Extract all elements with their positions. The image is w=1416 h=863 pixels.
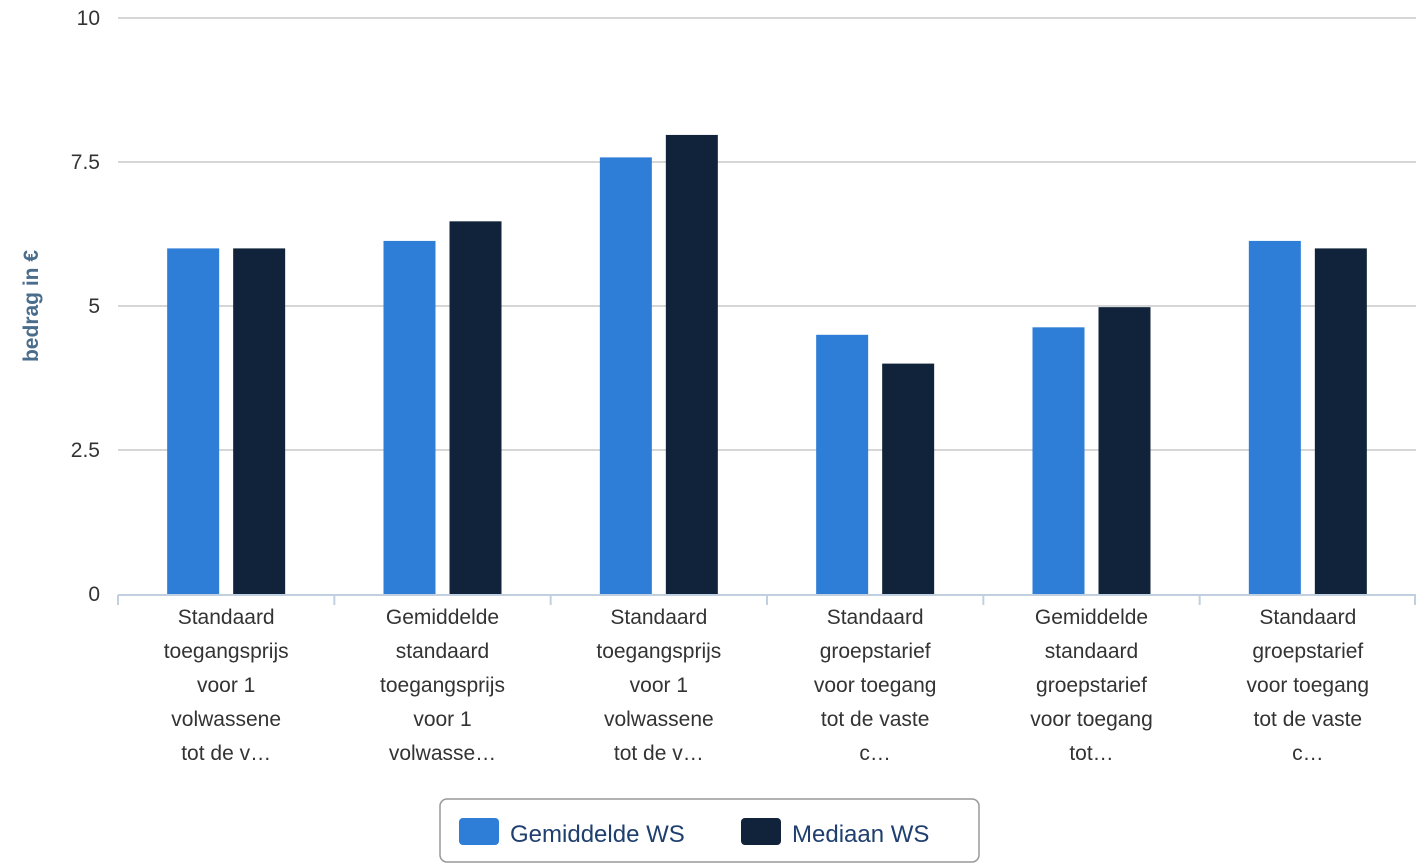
legend-label-gemiddelde[interactable]: Gemiddelde WS (510, 821, 685, 848)
y-tick-label: 10 (77, 7, 100, 30)
legend-swatch-gemiddelde[interactable] (459, 818, 499, 845)
legend: Gemiddelde WS Mediaan WS (439, 798, 980, 863)
bar-mediaan-1[interactable] (233, 248, 286, 594)
bar-gemiddelde-2[interactable] (383, 240, 436, 595)
bar-mediaan-3[interactable] (665, 134, 718, 595)
bar-gemiddelde-6[interactable] (1248, 240, 1301, 595)
legend-swatch-mediaan[interactable] (741, 818, 781, 845)
bar-gemiddelde-5[interactable] (1032, 327, 1085, 594)
x-category-label: Gemiddelde standaard groepstarief voor toeg… (1030, 606, 1153, 765)
y-tick-label: 5 (88, 295, 100, 318)
x-category-label: Standaard toegangsprijs voor 1 volwassene to… (164, 606, 289, 765)
bar-mediaan-5[interactable] (1098, 307, 1151, 594)
y-tick-label: 0 (88, 583, 100, 606)
legend-box (439, 798, 980, 863)
y-tick-label: 7.5 (71, 151, 100, 174)
y-axis-ticks: 0 2.5 5 7.5 10 (71, 7, 100, 606)
gridlines (118, 17, 1416, 451)
y-tick-label: 2.5 (71, 439, 100, 462)
x-category-label: Standaard groepstarief voor toegang tot de … (814, 606, 937, 765)
x-category-label: Standaard toegangsprijs voor 1 volwassene to… (596, 606, 721, 765)
bars (167, 134, 1367, 595)
bar-gemiddelde-3[interactable] (599, 157, 652, 594)
x-category-label: Standaard groepstarief voor toegang tot de … (1247, 606, 1370, 765)
bar-mediaan-4[interactable] (882, 363, 935, 594)
x-axis-category-labels: Standaard toegangsprijs voor 1 volwassene to… (164, 606, 1369, 765)
legend-label-mediaan[interactable]: Mediaan WS (792, 821, 929, 848)
bar-mediaan-6[interactable] (1314, 248, 1367, 594)
x-axis (117, 594, 1416, 605)
bar-gemiddelde-4[interactable] (816, 334, 869, 594)
y-axis-label: bedrag in € (20, 250, 43, 362)
x-category-label: Gemiddelde standaard toegangsprijs voor 1 vo… (380, 606, 505, 765)
bar-gemiddelde-1[interactable] (167, 248, 220, 594)
bar-mediaan-2[interactable] (449, 221, 502, 594)
